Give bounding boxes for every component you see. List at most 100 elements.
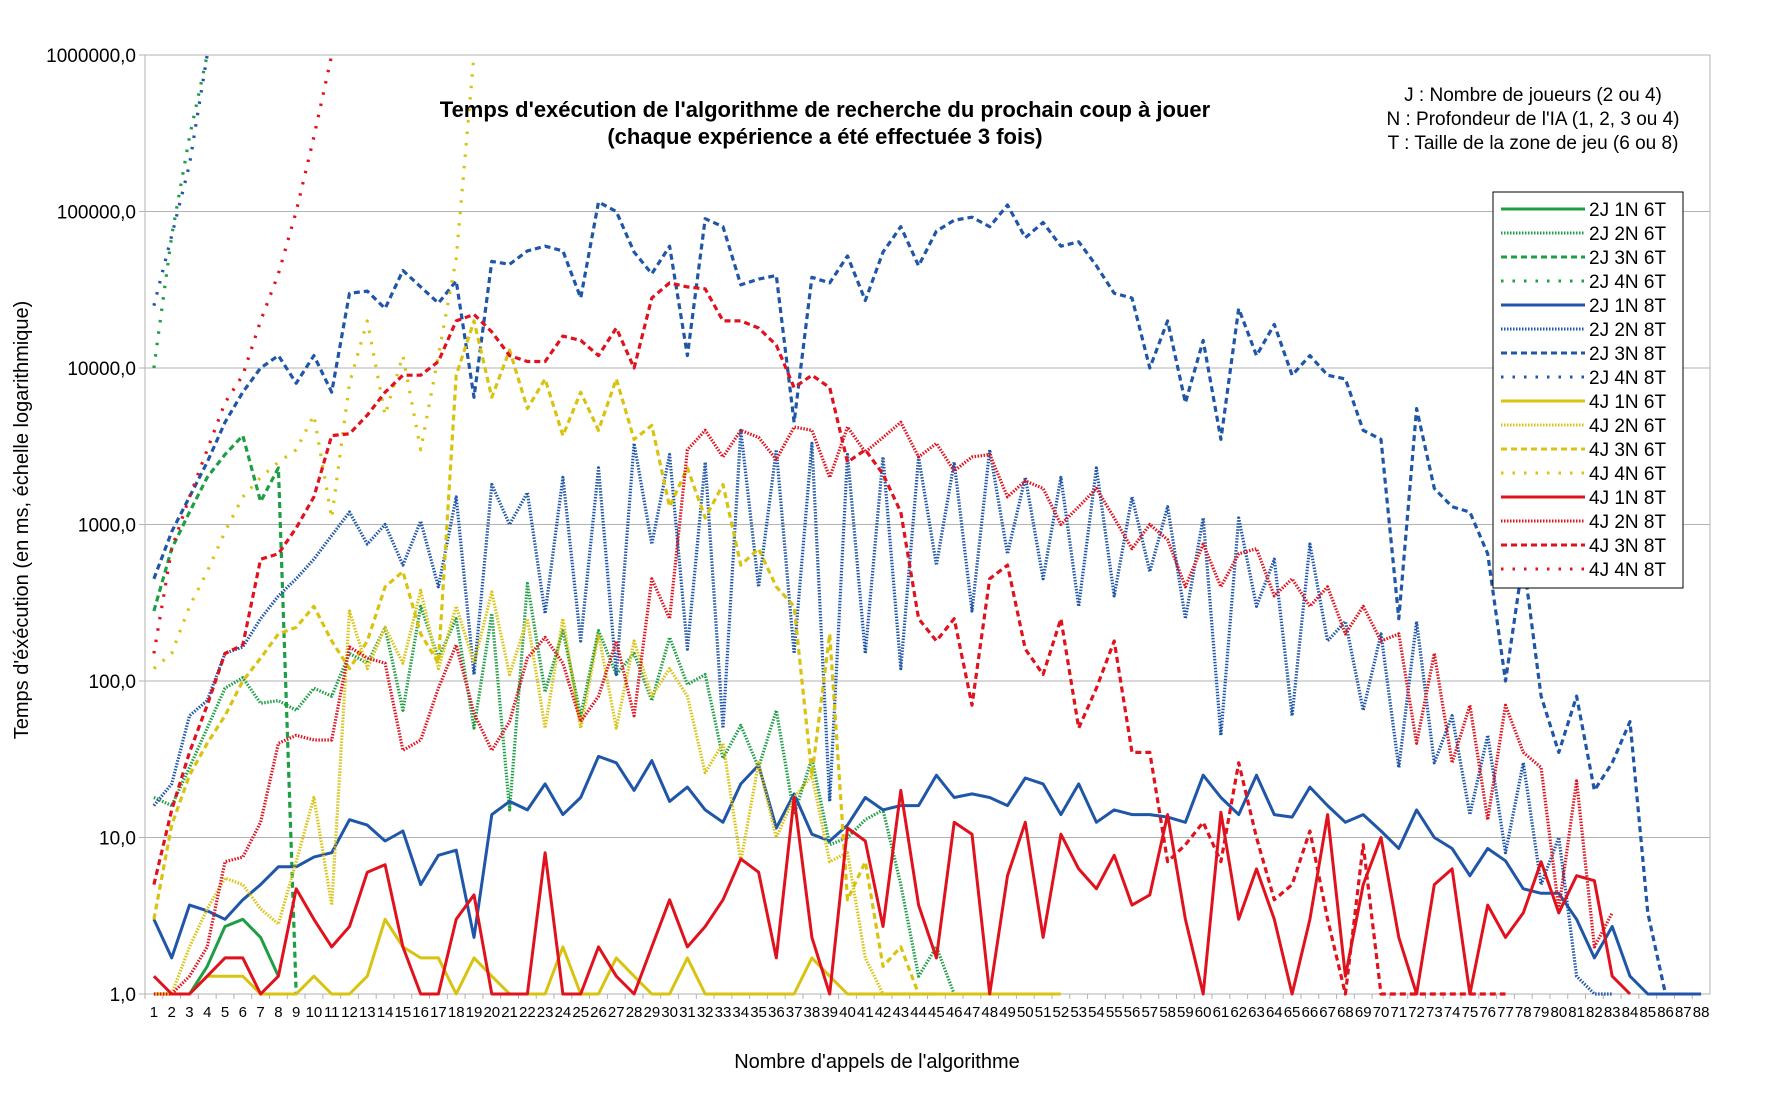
x-tick-label: 85	[1639, 1004, 1656, 1021]
x-tick-label: 65	[1284, 1004, 1301, 1021]
x-tick-label: 47	[964, 1004, 981, 1021]
y-tick-label: 10000,0	[67, 359, 136, 380]
x-tick-label: 9	[292, 1004, 300, 1021]
x-tick-label: 39	[821, 1004, 838, 1021]
x-tick-label: 21	[501, 1004, 518, 1021]
x-tick-label: 44	[910, 1004, 927, 1021]
x-tick-label: 3	[185, 1004, 193, 1021]
x-axis-ticks: 1 2 3 4 5 6 7 8 9 10 11 12 13 14 15 16 17 18 19 20 21 22 23 24 2…	[144, 994, 1709, 1021]
x-tick-label: 43	[892, 1004, 909, 1021]
x-tick-label: 56	[1124, 1004, 1141, 1021]
x-tick-label: 46	[946, 1004, 963, 1021]
series-line-2j-4n-8t	[152, 55, 209, 307]
x-tick-label: 35	[750, 1004, 767, 1021]
y-axis-label: Temps d'éxécution (en ms, échelle logari…	[11, 301, 33, 739]
x-tick-label: 70	[1373, 1004, 1390, 1021]
y-tick-label: 10,0	[99, 829, 136, 850]
x-tick-label: 87	[1675, 1004, 1692, 1021]
x-tick-label: 33	[715, 1004, 732, 1021]
x-tick-label: 71	[1390, 1004, 1407, 1021]
legend-label: 2J 3N 8T	[1589, 344, 1666, 365]
x-tick-label: 58	[1159, 1004, 1176, 1021]
x-tick-label: 63	[1248, 1004, 1265, 1021]
x-tick-label: 73	[1426, 1004, 1443, 1021]
x-tick-label: 23	[537, 1004, 554, 1021]
legend-label: 2J 4N 6T	[1589, 272, 1666, 293]
series-line-2j-3n-8t	[152, 200, 1668, 995]
x-tick-label: 80	[1550, 1004, 1567, 1021]
x-tick-label: 69	[1355, 1004, 1372, 1021]
x-tick-label: 18	[448, 1004, 465, 1021]
x-tick-label: 84	[1622, 1004, 1639, 1021]
x-tick-label: 52	[1053, 1004, 1070, 1021]
x-tick-label: 57	[1141, 1004, 1158, 1021]
x-tick-label: 61	[1213, 1004, 1230, 1021]
x-tick-label: 11	[324, 1004, 340, 1021]
x-tick-label: 24	[555, 1004, 572, 1021]
x-tick-label: 48	[981, 1004, 998, 1021]
y-tick-label: 100000,0	[57, 203, 136, 224]
legend-note-line-1: J : Nombre de joueurs (2 ou 4)	[1404, 85, 1662, 106]
series-line-4j-2n-8t	[153, 420, 1614, 996]
y-tick-label: 100,0	[88, 672, 136, 693]
x-tick-label: 37	[786, 1004, 803, 1021]
x-tick-label: 34	[732, 1004, 749, 1021]
x-tick-label: 1	[150, 1004, 158, 1021]
x-tick-label: 5	[221, 1004, 229, 1021]
chart-title-line-1: Temps d'exécution de l'algorithme de rec…	[440, 97, 1211, 122]
legend-label: 2J 3N 6T	[1589, 248, 1666, 269]
legend-label: 2J 1N 8T	[1589, 296, 1666, 317]
x-tick-label: 30	[661, 1004, 678, 1021]
legend-label: 2J 2N 6T	[1589, 224, 1666, 245]
series-line-2j-3n-6t	[152, 434, 298, 995]
x-tick-label: 59	[1177, 1004, 1194, 1021]
y-tick-label: 1000,0	[78, 516, 136, 537]
x-tick-label: 4	[203, 1004, 211, 1021]
x-tick-label: 66	[1302, 1004, 1319, 1021]
x-tick-label: 77	[1497, 1004, 1514, 1021]
legend-label: 4J 3N 6T	[1589, 440, 1666, 461]
x-tick-label: 76	[1479, 1004, 1496, 1021]
x-tick-label: 36	[768, 1004, 785, 1021]
x-tick-label: 14	[377, 1004, 394, 1021]
legend-label: 4J 4N 8T	[1589, 560, 1666, 581]
x-tick-label: 78	[1515, 1004, 1532, 1021]
x-tick-label: 74	[1444, 1004, 1461, 1021]
legend-label: 4J 1N 8T	[1589, 488, 1666, 509]
chart-title-line-2: (chaque expérience a été effectuée 3 foi…	[607, 124, 1042, 149]
series-line-4j-3n-8t	[152, 281, 1506, 996]
legend: 2J 1N 6T 2J 2N 6T 2J 3N 6T 2J 4N 6T 2J 1N 8T…	[1492, 191, 1684, 589]
x-tick-label: 15	[395, 1004, 412, 1021]
legend-label: 2J 1N 6T	[1589, 200, 1666, 221]
y-axis-ticks: 1,0 10,0 100,0 1000,0 10000,0 100000,0 1000000…	[46, 46, 145, 1006]
x-tick-label: 19	[466, 1004, 483, 1021]
legend-label: 4J 4N 6T	[1589, 464, 1666, 485]
x-tick-label: 28	[626, 1004, 643, 1021]
x-tick-label: 45	[928, 1004, 945, 1021]
x-tick-label: 68	[1337, 1004, 1354, 1021]
x-tick-label: 41	[857, 1004, 874, 1021]
legend-note-line-3: T : Taille de la zone de jeu (6 ou 8)	[1388, 133, 1679, 154]
x-tick-label: 13	[359, 1004, 376, 1021]
x-tick-label: 83	[1604, 1004, 1621, 1021]
x-tick-label: 75	[1462, 1004, 1479, 1021]
series-line-2j-1n-8t	[152, 754, 1702, 996]
x-axis-label: Nombre d'appels de l'algorithme	[734, 1051, 1020, 1073]
x-tick-label: 72	[1408, 1004, 1425, 1021]
x-tick-label: 55	[1106, 1004, 1123, 1021]
x-tick-label: 6	[239, 1004, 247, 1021]
x-tick-label: 31	[679, 1004, 696, 1021]
series-line-2j-2n-8t	[152, 428, 1613, 996]
series-line-4j-3n-6t	[152, 319, 921, 995]
x-tick-label: 51	[1035, 1004, 1052, 1021]
legend-label: 4J 2N 8T	[1589, 512, 1666, 533]
x-tick-label: 81	[1568, 1004, 1585, 1021]
x-tick-label: 26	[590, 1004, 607, 1021]
y-tick-label: 1000000,0	[46, 46, 136, 67]
x-tick-label: 79	[1533, 1004, 1550, 1021]
x-tick-label: 10	[306, 1004, 323, 1021]
x-tick-label: 54	[1088, 1004, 1105, 1021]
x-tick-label: 20	[483, 1004, 500, 1021]
